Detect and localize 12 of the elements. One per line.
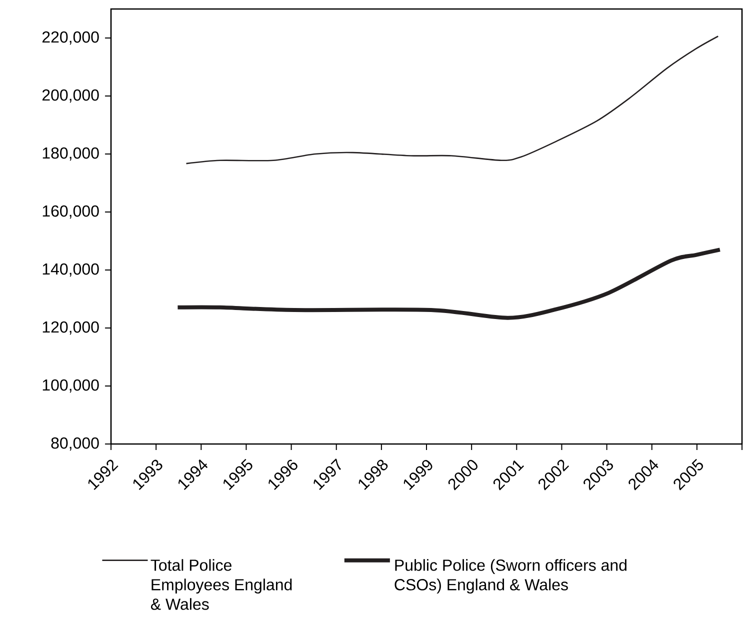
y-tick-label: 80,000 — [51, 437, 99, 451]
legend-label: Total Police Employees England & Wales — [150, 559, 292, 610]
y-tick-label: 140,000 — [42, 263, 99, 277]
y-tick-label: 180,000 — [42, 147, 99, 161]
y-tick-label: 120,000 — [42, 321, 99, 335]
legend-label: Public Police (Sworn officers and CSOs) England & Wales — [394, 559, 626, 594]
y-tick-label: 100,000 — [42, 379, 99, 393]
y-tick-label: 200,000 — [42, 89, 99, 103]
line-series — [176, 248, 722, 320]
line-series — [186, 36, 719, 164]
y-tick-label: 220,000 — [42, 31, 99, 45]
y-tick-label: 160,000 — [42, 205, 99, 219]
